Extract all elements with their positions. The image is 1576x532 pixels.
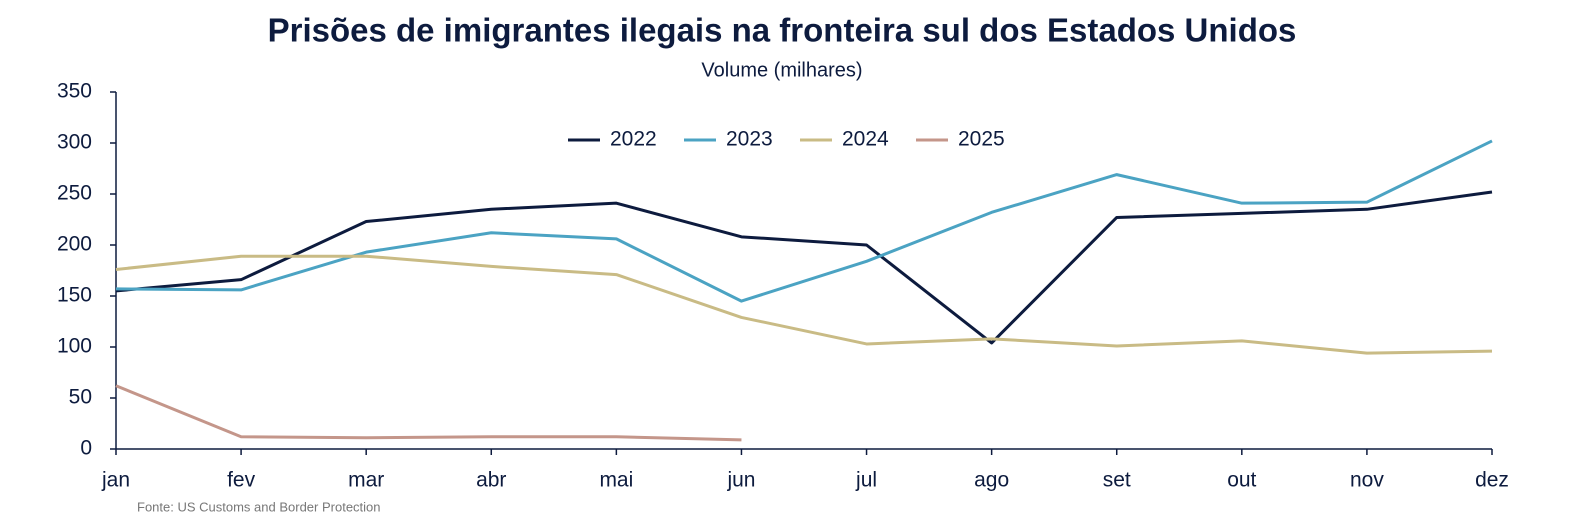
series-line bbox=[115, 190, 1493, 345]
legend-label: 2022 bbox=[610, 128, 657, 151]
x-tick-label: set bbox=[1103, 469, 1131, 492]
y-tick-label: 100 bbox=[57, 335, 92, 358]
y-tick-label: 350 bbox=[57, 80, 92, 103]
x-tick-label: dez bbox=[1475, 469, 1509, 492]
y-tick-label: 50 bbox=[69, 386, 92, 409]
x-tick-label: mar bbox=[348, 469, 384, 492]
series-line bbox=[115, 139, 1493, 303]
x-tick-label: mai bbox=[599, 469, 633, 492]
x-tick-label: abr bbox=[476, 469, 506, 492]
y-tick-label: 200 bbox=[57, 233, 92, 256]
x-tick-label: jun bbox=[726, 469, 755, 492]
y-tick-label: 0 bbox=[80, 437, 92, 460]
x-tick-label: jan bbox=[101, 469, 130, 492]
x-tick-label: out bbox=[1227, 469, 1256, 492]
legend-label: 2025 bbox=[958, 128, 1005, 151]
y-tick-label: 150 bbox=[57, 284, 92, 307]
series-line bbox=[115, 384, 742, 442]
y-tick-label: 250 bbox=[57, 182, 92, 205]
series-line bbox=[115, 254, 1493, 355]
x-tick-label: nov bbox=[1350, 469, 1384, 492]
legend-label: 2024 bbox=[842, 128, 889, 151]
x-tick-label: jul bbox=[855, 469, 877, 492]
chart-subtitle: Volume (milhares) bbox=[701, 59, 862, 81]
chart-title: Prisões de imigrantes ilegais na frontei… bbox=[268, 12, 1297, 49]
legend-label: 2023 bbox=[726, 128, 773, 151]
x-tick-label: ago bbox=[974, 469, 1009, 492]
y-tick-label: 300 bbox=[57, 131, 92, 154]
source-note: Fonte: US Customs and Border Protection bbox=[137, 499, 381, 514]
x-tick-label: fev bbox=[227, 469, 256, 492]
